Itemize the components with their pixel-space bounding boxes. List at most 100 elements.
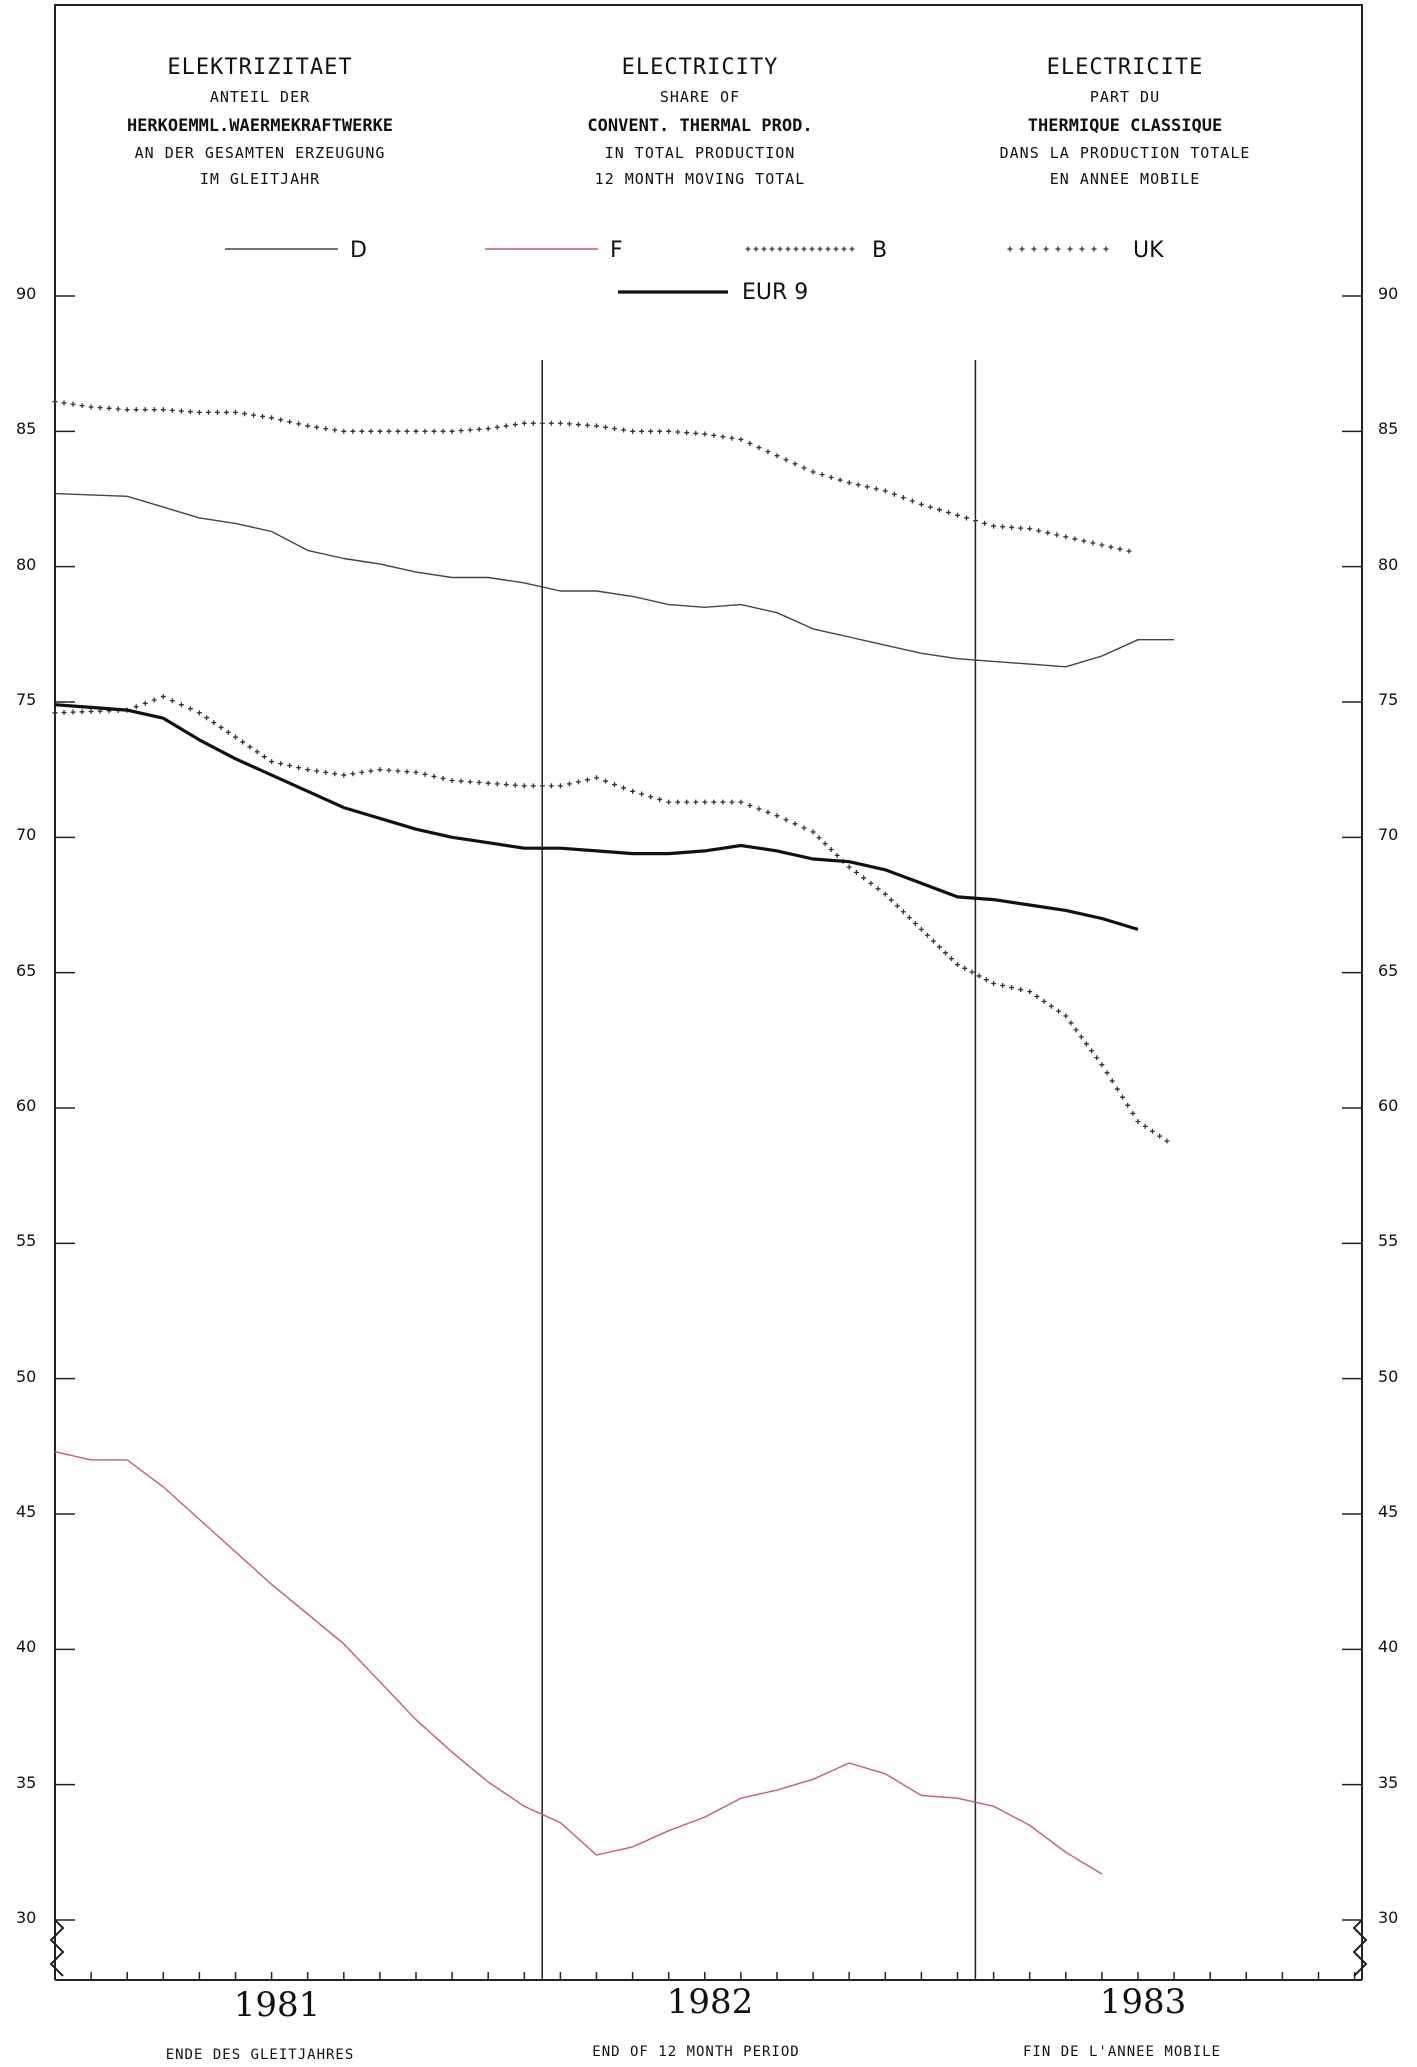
x-tick-label-1982: 1982 (666, 1982, 754, 2022)
series-b-marker (539, 420, 545, 426)
series-b-marker (485, 426, 491, 432)
series-b-marker (936, 507, 942, 513)
series-uk-marker (906, 915, 912, 921)
legend-swatch-b-marker (825, 246, 831, 252)
series-uk-marker (991, 980, 997, 986)
series-uk-marker (323, 769, 329, 775)
series-b-marker (882, 488, 888, 494)
series-uk-marker (1063, 1013, 1069, 1019)
series-uk-marker (566, 781, 572, 787)
series-uk-marker (702, 799, 708, 805)
series-b-marker (720, 434, 726, 440)
series-uk-marker (666, 799, 672, 805)
y-tick-label-left: 70 (16, 825, 37, 845)
series-uk-marker (233, 734, 238, 740)
series-b-marker (1054, 532, 1060, 538)
series-b-marker (991, 523, 997, 529)
series-uk-marker (151, 697, 157, 703)
series-b-marker (1027, 526, 1033, 532)
x-tick-label-1981: 1981 (233, 1985, 321, 2025)
series-uk-marker (828, 847, 834, 853)
series-uk-marker (1104, 1070, 1110, 1076)
series-b-marker (729, 435, 735, 441)
series-uk-marker (969, 969, 975, 975)
series-b-marker (918, 501, 924, 507)
series-b-marker (756, 445, 762, 451)
series-uk-marker (976, 973, 982, 979)
legend-swatch-uk-marker (1091, 246, 1097, 252)
header-fr-line2: PART DU (1089, 88, 1161, 106)
legend-swatch-b-marker (745, 246, 751, 252)
series-uk-marker (211, 720, 217, 726)
legend-swatch-b-marker (777, 246, 783, 252)
series-b-marker (251, 412, 257, 418)
series-uk-marker (449, 777, 455, 783)
y-tick-label-right: 45 (1378, 1502, 1399, 1521)
series-b-marker (557, 420, 563, 426)
legend-swatch-b-marker (849, 246, 855, 252)
series-uk-marker (853, 870, 859, 876)
series-uk-marker (1000, 983, 1006, 989)
series-uk-marker (247, 744, 253, 750)
series-b-marker (269, 415, 275, 421)
y-tick-label-left: 50 (16, 1366, 37, 1386)
series-b-marker (449, 428, 455, 434)
series-uk-marker (621, 785, 627, 791)
series-b-marker (603, 424, 609, 430)
series-uk-marker (404, 769, 410, 775)
series-uk-marker (810, 829, 816, 835)
series-uk-marker (187, 706, 193, 712)
series-uk-marker (729, 799, 735, 805)
series-b-marker (648, 428, 654, 434)
y-tick-label-right: 30 (1378, 1908, 1399, 1927)
header-de-line3: HERKOEMML.WAERMEKRAFTWERKE (126, 116, 394, 136)
series-b-marker (945, 510, 951, 516)
series-uk-marker (79, 709, 85, 715)
series-b-marker (386, 428, 392, 434)
series-uk-marker (1068, 1020, 1074, 1026)
series-b-marker (142, 407, 148, 413)
series-b-marker (1045, 530, 1051, 536)
series-uk-marker (278, 761, 284, 767)
series-uk-marker (648, 794, 654, 800)
series-uk-marker (269, 759, 275, 765)
y-tick-label-right: 75 (1378, 690, 1399, 709)
series-uk-marker (296, 765, 302, 771)
footnote-english: END OF 12 MONTH PERIOD (592, 2044, 800, 2060)
series-uk-marker (395, 768, 401, 774)
series-uk-marker (684, 799, 690, 805)
series-uk-marker (314, 768, 320, 774)
series-b-marker (79, 403, 85, 409)
legend-swatch-b-marker (785, 246, 791, 252)
legend-swatch-b-marker (841, 246, 847, 252)
series-uk-marker (930, 938, 936, 944)
series-uk-marker (225, 729, 231, 735)
series-b-marker (359, 428, 365, 434)
series-uk-marker (196, 710, 202, 716)
series-uk-marker (711, 799, 717, 805)
series-uk-marker (756, 806, 762, 812)
series-b-marker (584, 422, 590, 428)
header-fr-line5: EN ANNEE MOBILE (1049, 170, 1201, 188)
series-b-marker (296, 421, 302, 427)
series-uk-marker (882, 891, 888, 897)
series-b-marker (368, 428, 374, 434)
series-b-marker (160, 407, 166, 413)
series-uk-marker (720, 799, 726, 805)
series-uk-marker (1125, 1102, 1131, 1108)
series-b-marker (178, 408, 184, 414)
series-uk-marker (861, 875, 867, 881)
series-b-marker (927, 504, 933, 510)
series-uk-marker (912, 920, 918, 926)
series-b-marker (548, 420, 554, 426)
series-b-marker (205, 409, 211, 415)
series-uk-marker (675, 799, 681, 805)
series-uk-marker (936, 944, 942, 950)
series-uk-marker (70, 709, 76, 715)
header-en-line4: IN TOTAL PRODUCTION (604, 144, 796, 162)
series-uk-marker (747, 803, 753, 809)
series-uk-marker (834, 852, 840, 858)
y-tick-label-left: 65 (16, 960, 37, 980)
series-uk-marker (1027, 989, 1033, 995)
legend-swatch-uk-marker (1079, 246, 1085, 252)
